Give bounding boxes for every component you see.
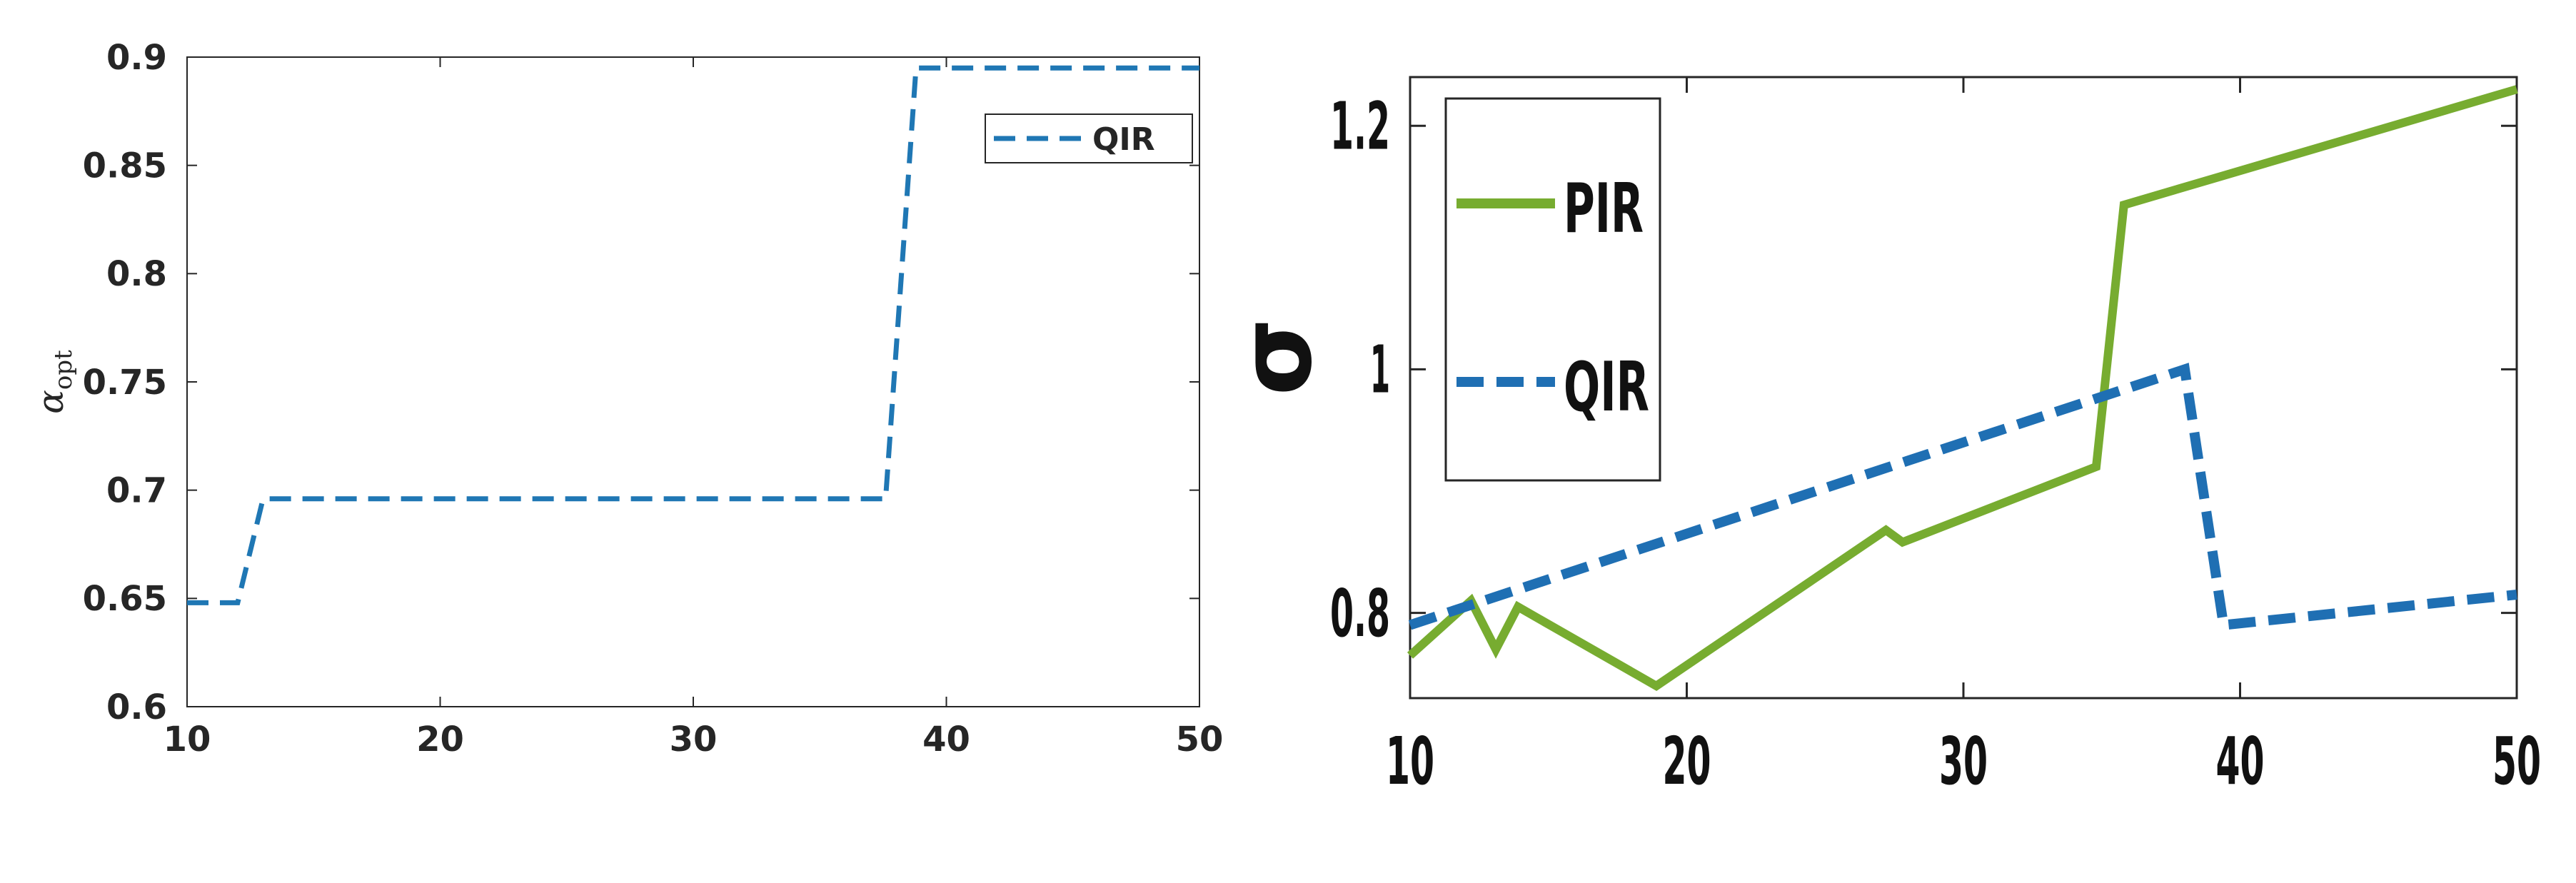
left-x-tick-label: 10	[163, 720, 211, 760]
left-y-tick-label: 0.7	[106, 470, 167, 510]
left-y-axis-subscript: opt	[49, 350, 78, 390]
right-y-tick-label: 0.8	[1330, 575, 1390, 652]
left-x-tick-label: 30	[670, 720, 718, 760]
left-y-axis-label: αopt	[30, 350, 78, 414]
left-legend-box	[985, 113, 1193, 163]
right-legend-label-pir: PIR	[1564, 170, 1644, 248]
left-y-tick-label: 0.6	[106, 687, 167, 727]
left-y-tick-label: 0.8	[106, 254, 167, 294]
left-x-tick-label: 20	[416, 720, 464, 760]
right-series-line-qir	[1408, 363, 2517, 631]
right-x-tick-label: 50	[2492, 723, 2541, 799]
left-y-tick-label: 0.75	[83, 363, 167, 403]
left-series-group	[187, 65, 1199, 605]
left-y-tick-label: 0.85	[83, 146, 167, 186]
left-chart: 0.6 0.65 0.7 0.75 0.8 0.85 0.9 10 20 30 40 50 αopt…	[30, 38, 1223, 760]
left-y-ticks: 0.6 0.65 0.7 0.75 0.8 0.85 0.9	[83, 38, 1199, 727]
left-x-tick-label: 50	[1176, 720, 1224, 760]
right-series-group	[1407, 85, 2518, 691]
left-y-axis-symbol: α	[30, 390, 71, 414]
right-x-tick-label: 30	[1939, 723, 1988, 799]
right-legend: PIR QIR	[1444, 97, 1661, 482]
left-plot-area	[186, 56, 1200, 707]
left-series-line-qir	[187, 65, 1199, 605]
left-y-tick-label: 0.65	[83, 579, 167, 619]
left-x-ticks: 10 20 30 40 50	[163, 57, 1224, 760]
left-x-tick-label: 40	[922, 720, 970, 760]
right-x-tick-label: 10	[1386, 723, 1434, 799]
right-x-ticks: 10 20 30 40 50	[1386, 77, 2541, 799]
right-y-tick-label: 1	[1370, 332, 1390, 408]
right-legend-box	[1444, 97, 1661, 482]
right-x-tick-label: 20	[1663, 723, 1711, 799]
right-legend-label-qir: QIR	[1564, 348, 1649, 427]
left-legend-label-qir: QIR	[1092, 121, 1155, 158]
right-y-axis-label: σ	[1218, 318, 1334, 395]
right-series-line-pir	[1407, 85, 2518, 691]
right-y-tick-label: 1.2	[1330, 88, 1390, 164]
left-y-tick-label: 0.9	[106, 38, 167, 78]
right-y-ticks: 0.8 1 1.2	[1330, 88, 2517, 652]
right-chart: 0.8 1 1.2 10 20 30 40 50 σ PIR QIR	[1218, 76, 2541, 799]
left-legend: QIR	[985, 113, 1193, 163]
right-x-tick-label: 40	[2216, 723, 2265, 799]
